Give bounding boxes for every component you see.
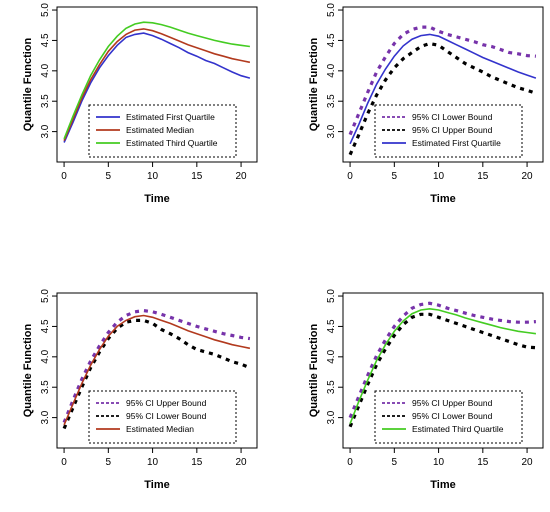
chart-panel-1: 0 5 10 15 20 3.0 3.5 4.0 4.5 5.0 Time Quantile Func… (22, 3, 258, 205)
x-tick-label: 15 (477, 171, 489, 182)
legend-label-1: 95% CI Lower Bound (412, 112, 493, 122)
y-tick-label: 5.0 (326, 3, 337, 17)
y-tick-label: 4.5 (40, 319, 51, 333)
x-tick-label: 5 (392, 171, 398, 182)
legend-box (374, 104, 523, 158)
series-line-1 (348, 25, 537, 136)
x-tick-label: 5 (106, 171, 112, 182)
y-tick-label: 4.5 (40, 33, 51, 47)
y-tick-label: 5.0 (40, 289, 51, 303)
y-tick-label: 3.5 (326, 380, 337, 394)
x-tick-label: 15 (191, 457, 203, 468)
x-tick-label: 10 (433, 457, 445, 468)
y-tick-label: 3.0 (326, 124, 337, 138)
x-tick-label: 10 (147, 457, 159, 468)
chart-panel-2: 0 5 10 15 20 3.0 3.5 4.0 4.5 5.0 Time Quantile Func… (308, 3, 544, 205)
plot-frame (56, 292, 258, 449)
series-line-3 (349, 307, 537, 424)
legend-label-3: Estimated Third Quartile (412, 424, 504, 434)
y-tick-label: 4.0 (326, 349, 337, 363)
y-tick-label: 4.5 (326, 319, 337, 333)
x-tick-label: 0 (61, 171, 67, 182)
x-axis-label: Time (144, 479, 169, 491)
x-tick-label: 15 (191, 171, 203, 182)
legend-label-3: Estimated First Quartile (412, 138, 501, 148)
x-tick-label: 20 (522, 457, 534, 468)
legend-label-2: 95% CI Lower Bound (412, 411, 493, 421)
chart-panel-3: 0 5 10 15 20 3.0 3.5 4.0 4.5 5.0 Time Quantile Func… (22, 289, 258, 491)
series-line-2 (348, 41, 537, 156)
x-axis-label: Time (430, 193, 455, 205)
series-line-3 (349, 33, 537, 145)
legend-label-2: 95% CI Lower Bound (126, 411, 207, 421)
x-tick-label: 10 (433, 171, 445, 182)
series-line-3 (63, 314, 251, 426)
y-tick-label: 4.0 (40, 63, 51, 77)
x-tick-label: 5 (392, 457, 398, 468)
chart-panel-4: 0 5 10 15 20 3.0 3.5 4.0 4.5 5.0 Time Quantile Func… (308, 289, 544, 491)
y-axis-label: Quantile Function (308, 37, 320, 131)
y-tick-label: 3.5 (40, 94, 51, 108)
y-tick-label: 4.0 (40, 349, 51, 363)
x-tick-label: 0 (347, 171, 353, 182)
x-tick-label: 10 (147, 171, 159, 182)
y-axis-label: Quantile Function (22, 37, 34, 131)
series-line-2 (62, 318, 251, 430)
legend-label-3: Estimated Median (126, 424, 194, 434)
x-tick-label: 0 (347, 457, 353, 468)
legend-label-2: Estimated Median (126, 125, 194, 135)
legend-label-2: 95% CI Upper Bound (412, 125, 493, 135)
x-tick-label: 0 (61, 457, 67, 468)
y-axis-label: Quantile Function (308, 323, 320, 417)
legend-box (88, 390, 237, 444)
y-tick-label: 3.0 (326, 410, 337, 424)
x-tick-label: 20 (236, 457, 248, 468)
legend-label-1: 95% CI Upper Bound (126, 398, 207, 408)
x-tick-label: 5 (106, 457, 112, 468)
legend-box (374, 390, 523, 444)
series-line-3 (63, 21, 251, 140)
x-axis-label: Time (144, 193, 169, 205)
series-line-1 (63, 32, 251, 143)
y-tick-label: 3.5 (40, 380, 51, 394)
x-tick-label: 20 (522, 171, 534, 182)
legend-label-1: 95% CI Upper Bound (412, 398, 493, 408)
y-tick-label: 4.0 (326, 63, 337, 77)
plot-frame (56, 6, 258, 163)
x-tick-label: 20 (236, 171, 248, 182)
x-tick-label: 15 (477, 457, 489, 468)
y-axis-label: Quantile Function (22, 323, 34, 417)
plot-frame (342, 292, 544, 449)
series-line-2 (63, 28, 251, 142)
x-axis-label: Time (430, 479, 455, 491)
plot-frame (342, 6, 544, 163)
y-tick-label: 3.0 (40, 410, 51, 424)
y-tick-label: 5.0 (326, 289, 337, 303)
y-tick-label: 5.0 (40, 3, 51, 17)
legend-label-3: Estimated Third Quartile (126, 138, 218, 148)
series-line-1 (62, 308, 251, 424)
legend-label-1: Estimated First Quartile (126, 112, 215, 122)
legend-box (88, 104, 237, 158)
y-tick-label: 3.5 (326, 94, 337, 108)
y-tick-label: 4.5 (326, 33, 337, 47)
y-tick-label: 3.0 (40, 124, 51, 138)
